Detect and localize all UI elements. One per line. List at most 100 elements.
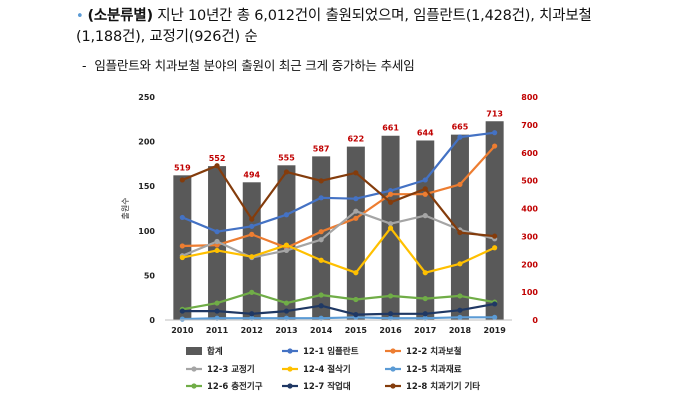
summary-bold: (소분류별) [87, 8, 153, 24]
series-7-point-2015 [353, 312, 359, 318]
series-8-point-2017 [422, 186, 428, 192]
series-1-point-2017 [422, 177, 428, 183]
series-8-point-2019 [492, 233, 498, 239]
sub-text-body: 임플란트와 치과보철 분야의 출원이 최근 크게 증가하는 추세임 [94, 58, 415, 73]
series-2-point-2019 [492, 143, 498, 149]
bar-total-2019 [485, 121, 504, 320]
series-8-point-2015 [353, 170, 359, 176]
bar-label-2016: 661 [382, 124, 399, 133]
x-tick-label: 2014 [310, 326, 333, 335]
series-8-point-2011 [214, 163, 220, 169]
x-tick-label: 2010 [171, 326, 194, 335]
series-4-point-2018 [457, 261, 463, 267]
legend-label: 12-7 작업대 [303, 381, 351, 392]
series-7-point-2012 [249, 311, 255, 317]
legend-label: 12-8 치과기기 기타 [406, 381, 480, 392]
series-4-point-2019 [492, 245, 498, 251]
series-line-6 [182, 291, 495, 311]
y2-tick-label: 300 [521, 232, 538, 241]
y2-tick-label: 400 [521, 205, 538, 214]
y2-tick-label: 800 [521, 93, 538, 102]
x-tick-label: 2012 [241, 326, 263, 335]
series-1-point-2013 [283, 212, 290, 218]
series-6-point-2017 [422, 295, 428, 302]
series-1-point-2012 [249, 223, 255, 229]
legend-marker [287, 383, 293, 389]
summary-line2: (1,188건), 교정기(926건) 순 [76, 29, 258, 45]
series-1-point-2019 [492, 130, 498, 136]
y2-tick-label: 700 [521, 121, 538, 130]
series-7-point-2014 [318, 303, 324, 309]
series-6-point-2012 [249, 289, 255, 295]
series-2-point-2017 [422, 191, 428, 197]
series-3-point-2017 [422, 213, 428, 219]
y2-tick-label: 100 [521, 288, 538, 297]
series-1-point-2014 [318, 195, 324, 201]
legend-marker [390, 383, 396, 389]
legend-marker [287, 348, 293, 354]
bar-label-2011: 552 [209, 154, 226, 163]
series-1-point-2015 [353, 196, 359, 202]
y-axis-label: 출원수 [120, 197, 130, 219]
bar-label-2018: 665 [452, 123, 469, 132]
series-3-point-2013 [283, 247, 290, 254]
series-5-point-2010 [179, 316, 185, 322]
series-line-4 [182, 227, 496, 274]
series-3-point-2016 [387, 221, 394, 227]
bar-total-2012 [242, 182, 261, 320]
series-7-point-2018 [457, 307, 463, 313]
bar-label-2010: 519 [174, 163, 191, 172]
series-2-point-2012 [249, 231, 255, 237]
series-2-point-2016 [387, 191, 394, 197]
series-4-point-2010 [179, 254, 185, 261]
y-tick-label: 200 [138, 138, 155, 147]
dash-icon: - [82, 58, 87, 73]
summary-line1: 지난 10년간 총 6,012건이 출원되었으며, 임플란트(1,428건), … [152, 8, 592, 24]
series-3-point-2014 [318, 237, 324, 243]
bar-total-2015 [346, 146, 365, 320]
series-7-point-2010 [179, 308, 185, 314]
series-6-point-2013 [283, 300, 290, 306]
y2-tick-label: 500 [521, 177, 538, 186]
legend-label: 12-2 치과보철 [406, 346, 462, 357]
y2-tick-label: 0 [532, 316, 538, 325]
bar-label-2015: 622 [347, 135, 364, 144]
sub-text: - 임플란트와 치과보철 분야의 출원이 최근 크게 증가하는 추세임 [82, 57, 415, 75]
series-7-point-2019 [492, 301, 498, 307]
series-6-point-2018 [457, 293, 463, 299]
series-1-point-2011 [214, 229, 220, 235]
legend-marker [191, 366, 197, 372]
x-tick-label: 2019 [484, 326, 507, 335]
legend-marker [287, 366, 293, 372]
series-line-5 [182, 316, 495, 321]
series-1-point-2016 [387, 188, 394, 194]
series-8-point-2018 [457, 229, 463, 236]
series-5-point-2018 [457, 314, 463, 320]
series-2-point-2018 [457, 181, 463, 188]
series-8-point-2013 [283, 169, 290, 175]
y-tick-label: 50 [144, 271, 156, 280]
series-3-point-2015 [353, 208, 359, 214]
legend-swatch-bar [186, 347, 202, 355]
x-tick-label: 2015 [345, 326, 368, 335]
series-2-point-2015 [353, 215, 359, 221]
series-line-7 [182, 302, 495, 316]
series-4-point-2014 [318, 257, 324, 263]
series-5-point-2019 [492, 314, 498, 320]
legend-label: 12-1 임플란트 [303, 346, 359, 357]
y-tick-label: 150 [138, 182, 155, 191]
legend-label: 12-4 절삭기 [303, 364, 351, 375]
bullet-icon: • [76, 9, 84, 24]
summary-text: • (소분류별) 지난 10년간 총 6,012건이 출원되었으며, 임플란트(1… [76, 6, 666, 48]
series-8-point-2014 [318, 178, 324, 184]
series-line-8 [181, 164, 495, 238]
series-2-point-2010 [179, 243, 185, 249]
bar-label-2019: 713 [486, 109, 503, 118]
legend-marker [390, 348, 396, 354]
series-6-point-2016 [387, 293, 394, 299]
bar-label-2013: 555 [278, 153, 295, 162]
series-6-point-2014 [318, 292, 324, 298]
x-tick-label: 2018 [449, 326, 472, 335]
series-line-1 [181, 131, 495, 233]
series-1-point-2018 [457, 134, 463, 140]
